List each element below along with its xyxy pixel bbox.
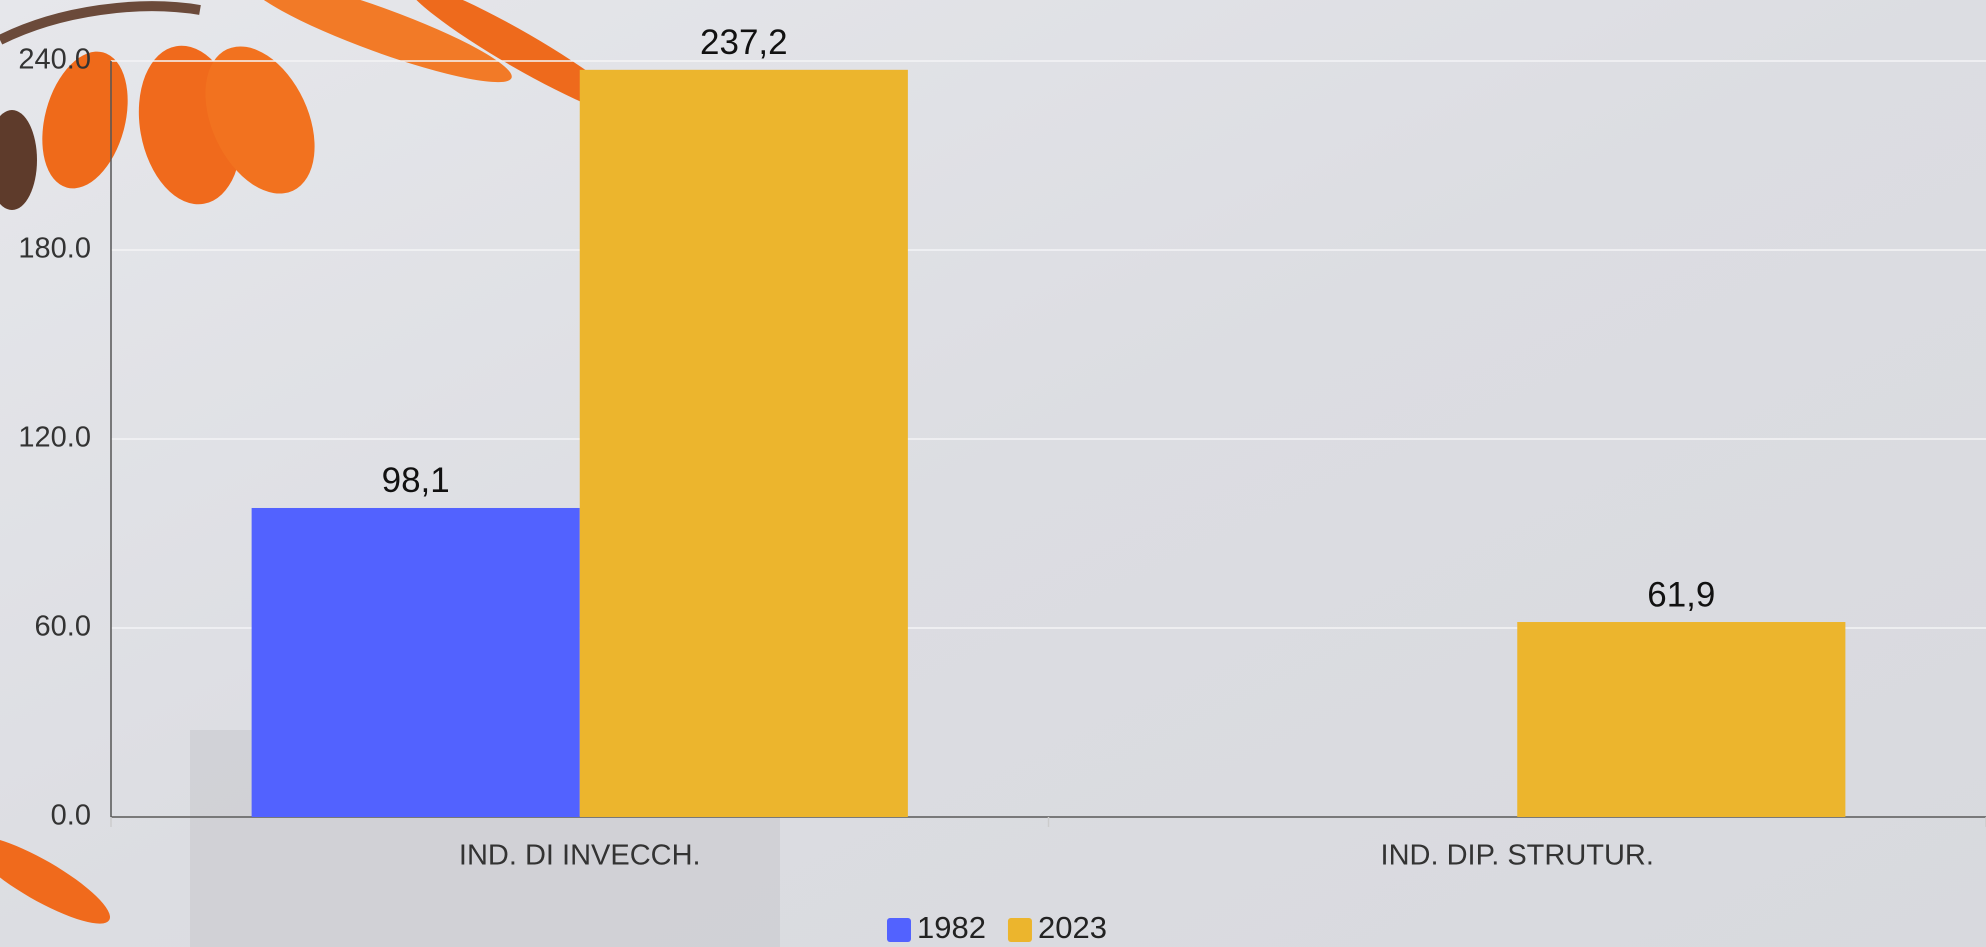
value-label: 61,9: [1647, 575, 1715, 614]
y-tick-label: 180.0: [18, 233, 91, 265]
legend-swatch: [1007, 918, 1032, 942]
legend-label: 1982: [917, 910, 986, 945]
legend-label: 2023: [1038, 910, 1107, 945]
bar: [251, 507, 580, 817]
bar: [579, 69, 908, 817]
value-label: 98,1: [382, 461, 450, 500]
y-tick-label: 60.0: [35, 611, 91, 643]
y-tick-label: 0.0: [51, 800, 91, 832]
y-tick-label: 120.0: [18, 422, 91, 454]
value-label: 237,2: [700, 23, 788, 62]
x-tick-label: IND. DIP. STRUTUR.: [1381, 840, 1654, 872]
plot-area: 0.0 60.0 120.0 180.0 240.0 IND. DI INVECCH. 98…: [18, 23, 1986, 945]
x-tick-label: IND. DI INVECCH.: [459, 840, 701, 872]
y-tick-label: 240.0: [18, 44, 91, 76]
bar: [1517, 622, 1846, 817]
legend-swatch: [887, 918, 911, 942]
